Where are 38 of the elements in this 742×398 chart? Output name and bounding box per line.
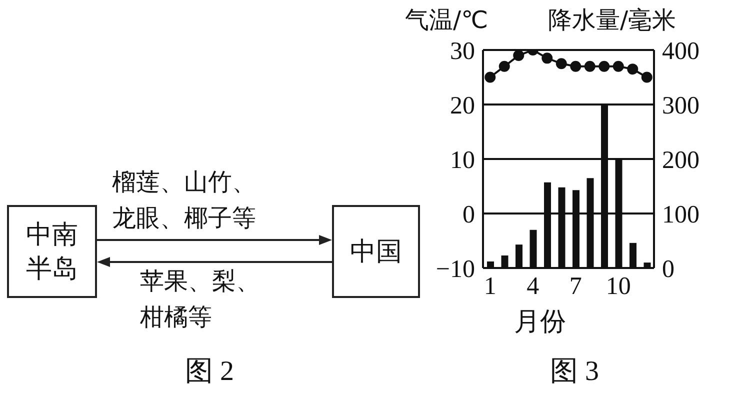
x-tick-label: 1 xyxy=(484,272,496,300)
text: 苹果、梨、柑橘等 xyxy=(140,266,261,333)
bar xyxy=(630,242,636,268)
point xyxy=(612,60,624,72)
bar xyxy=(516,244,522,268)
point xyxy=(484,72,496,83)
y2-tick-label: 100 xyxy=(662,201,700,228)
y2-tick-label: 400 xyxy=(662,38,700,65)
point xyxy=(627,64,638,75)
text: 榴莲、山竹、龙眼、椰子等 xyxy=(112,167,257,234)
point xyxy=(498,60,510,72)
caption: 图 3 xyxy=(550,355,599,389)
box-outline: 中国 xyxy=(332,205,420,298)
caption: 图 2 xyxy=(185,355,234,389)
x-tick-label: 7 xyxy=(569,272,582,300)
y-tick-label: 10 xyxy=(450,146,475,174)
point xyxy=(584,60,596,72)
y-tick-label: −10 xyxy=(436,256,475,283)
bar xyxy=(530,230,537,268)
x-tick-label: 4 xyxy=(526,272,540,300)
y-axis-title: 气温/℃ xyxy=(405,5,488,36)
point xyxy=(641,72,652,83)
point xyxy=(542,52,553,64)
y-tick-label: 30 xyxy=(450,38,475,65)
box-outline: 中南半岛 xyxy=(7,205,97,298)
x-axis-title: 月份 xyxy=(514,306,566,339)
point xyxy=(570,60,582,72)
point xyxy=(513,50,524,61)
point xyxy=(598,60,610,72)
y2-tick-label: 0 xyxy=(662,256,674,283)
x-tick-label: 10 xyxy=(606,272,631,300)
bar xyxy=(501,255,508,268)
y2-tick-label: 200 xyxy=(662,146,700,174)
y-tick-label: 20 xyxy=(450,92,475,120)
y2-axis-title: 降水量/毫米 xyxy=(548,5,676,36)
point xyxy=(556,58,567,70)
y2-tick-label: 300 xyxy=(662,92,700,120)
y-tick-label: 0 xyxy=(462,201,475,228)
